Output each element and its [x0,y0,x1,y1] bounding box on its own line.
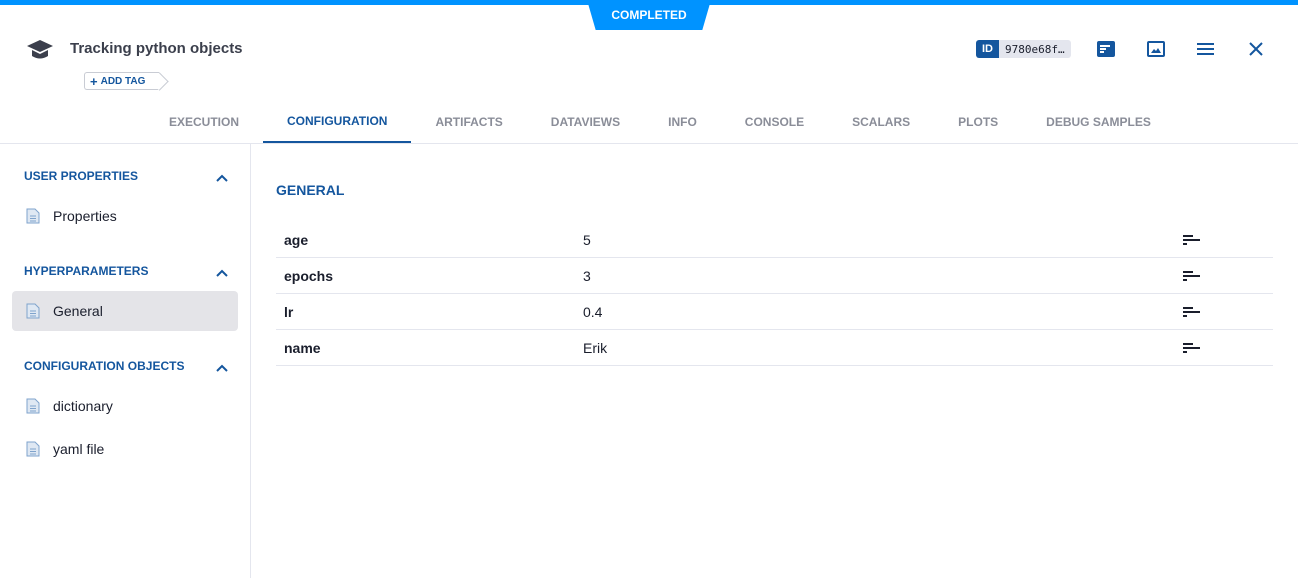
description-icon[interactable] [1183,270,1201,281]
tab-bar: EXECUTION CONFIGURATION ARTIFACTS DATAVI… [145,100,1175,144]
chevron-up-icon[interactable] [215,361,229,375]
task-title: Tracking python objects [70,40,243,57]
tab-configuration[interactable]: CONFIGURATION [263,100,412,143]
param-value: Erik [583,339,608,356]
sidebar-item-yaml-file[interactable]: yaml file [12,429,238,469]
item-label: Properties [53,208,117,224]
description-icon[interactable] [1183,342,1201,353]
document-icon [26,398,40,414]
document-icon [26,208,40,224]
table-row: age 5 [276,222,1273,258]
tab-execution[interactable]: EXECUTION [169,114,240,129]
param-key: lr [284,303,294,320]
param-key: epochs [284,267,334,284]
chevron-up-icon[interactable] [215,171,229,185]
tab-debug-samples[interactable]: DEBUG SAMPLES [1046,114,1151,129]
divider [0,143,1298,144]
sidebar-item-dictionary[interactable]: dictionary [12,386,238,426]
add-tag-button[interactable]: + ADD TAG [84,72,160,90]
section-configuration-objects: CONFIGURATION OBJECTS [24,359,185,373]
id-label: ID [976,40,999,58]
document-icon [26,303,40,319]
image-icon[interactable] [1146,40,1166,58]
tab-dataviews[interactable]: DATAVIEWS [550,114,621,129]
sidebar: USER PROPERTIES Properties HYPERPARAMETE… [0,144,251,578]
add-tag-label: ADD TAG [100,75,146,87]
tab-plots[interactable]: PLOTS [958,114,999,129]
sidebar-item-general[interactable]: General [12,291,238,331]
tab-artifacts[interactable]: ARTIFACTS [435,114,503,129]
item-label: yaml file [53,441,105,457]
table-row: lr 0.4 [276,294,1273,330]
task-id-badge[interactable]: ID 9780e68f… [976,40,1071,58]
section-title: GENERAL [276,182,345,198]
section-hyperparameters: HYPERPARAMETERS [24,264,149,278]
status-badge: COMPLETED [587,0,711,30]
graduation-cap-icon [27,40,53,59]
param-key: age [284,231,309,248]
section-user-properties: USER PROPERTIES [24,169,139,183]
description-icon[interactable] [1183,306,1201,317]
item-label: dictionary [53,398,113,414]
id-value: 9780e68f… [999,40,1071,58]
document-icon [26,441,40,457]
tab-console[interactable]: CONSOLE [744,114,805,129]
menu-icon[interactable] [1196,40,1216,58]
param-value: 3 [583,267,591,284]
param-value: 0.4 [583,303,603,320]
description-icon[interactable] [1183,234,1201,245]
sidebar-item-properties[interactable]: Properties [12,196,238,236]
chevron-up-icon[interactable] [215,266,229,280]
item-label: General [53,303,103,319]
tab-info[interactable]: INFO [668,114,697,129]
table-row: name Erik [276,330,1273,366]
plus-icon: + [90,73,98,89]
param-value: 5 [583,231,591,248]
details-icon[interactable] [1096,40,1116,58]
param-key: name [284,339,321,356]
tab-scalars[interactable]: SCALARS [852,114,911,129]
table-row: epochs 3 [276,258,1273,294]
close-icon[interactable] [1246,40,1266,58]
